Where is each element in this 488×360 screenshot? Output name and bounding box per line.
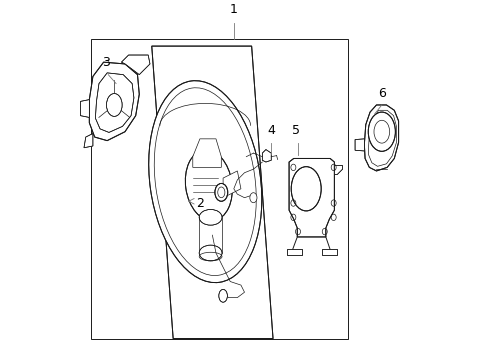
Polygon shape	[192, 139, 221, 167]
Ellipse shape	[185, 150, 232, 221]
Ellipse shape	[199, 245, 222, 261]
Polygon shape	[364, 105, 398, 171]
Ellipse shape	[148, 81, 261, 283]
Polygon shape	[121, 55, 150, 75]
Polygon shape	[262, 149, 271, 162]
Ellipse shape	[199, 210, 222, 225]
Text: 6: 6	[377, 87, 385, 100]
Ellipse shape	[214, 184, 227, 201]
Polygon shape	[334, 166, 342, 175]
Polygon shape	[354, 139, 364, 151]
Polygon shape	[288, 158, 334, 237]
Ellipse shape	[291, 167, 321, 211]
Ellipse shape	[218, 289, 227, 302]
Polygon shape	[80, 100, 89, 117]
Text: 1: 1	[229, 3, 237, 16]
Text: 3: 3	[102, 56, 110, 69]
Bar	[91, 39, 347, 339]
Text: 2: 2	[196, 197, 204, 210]
Ellipse shape	[249, 193, 257, 203]
Text: 4: 4	[267, 124, 275, 137]
Polygon shape	[322, 249, 336, 255]
Ellipse shape	[106, 94, 122, 116]
Polygon shape	[286, 249, 301, 255]
Polygon shape	[151, 46, 272, 339]
Polygon shape	[89, 62, 139, 141]
Polygon shape	[95, 73, 134, 132]
Polygon shape	[223, 171, 241, 196]
Text: 5: 5	[292, 124, 300, 137]
Polygon shape	[84, 134, 93, 148]
Ellipse shape	[367, 112, 395, 151]
